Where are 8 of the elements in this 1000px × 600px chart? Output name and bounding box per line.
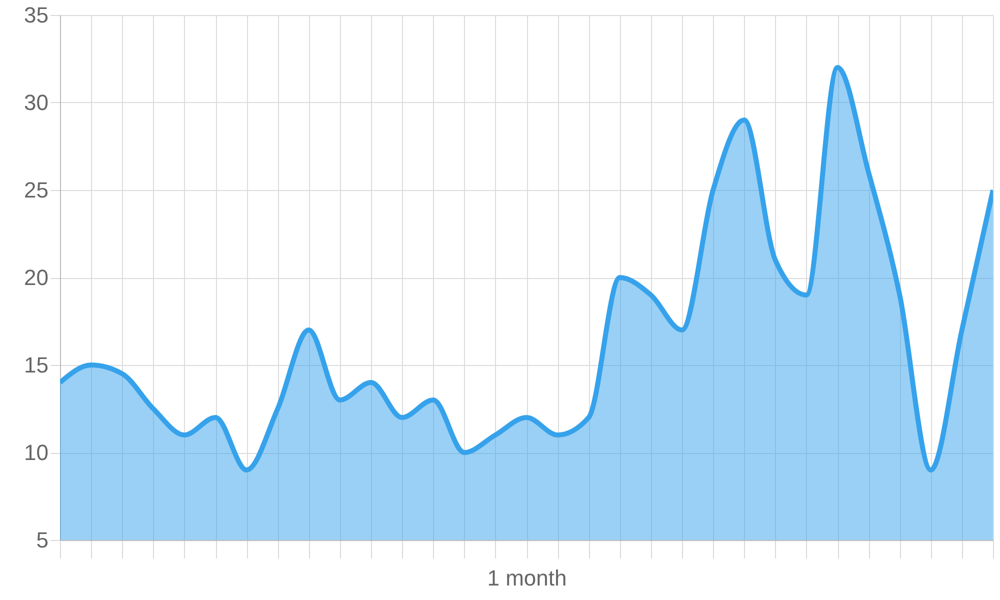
y-tick-label: 30 [24,90,48,115]
y-tick-label: 25 [24,178,48,202]
y-tick-label: 15 [24,352,48,378]
y-tick-label: 10 [24,440,48,465]
y-tick-label: 35 [24,2,48,28]
x-axis-title: 1 month [487,566,567,590]
y-tick-label: 20 [24,265,48,290]
y-tick-label: 5 [36,528,48,552]
